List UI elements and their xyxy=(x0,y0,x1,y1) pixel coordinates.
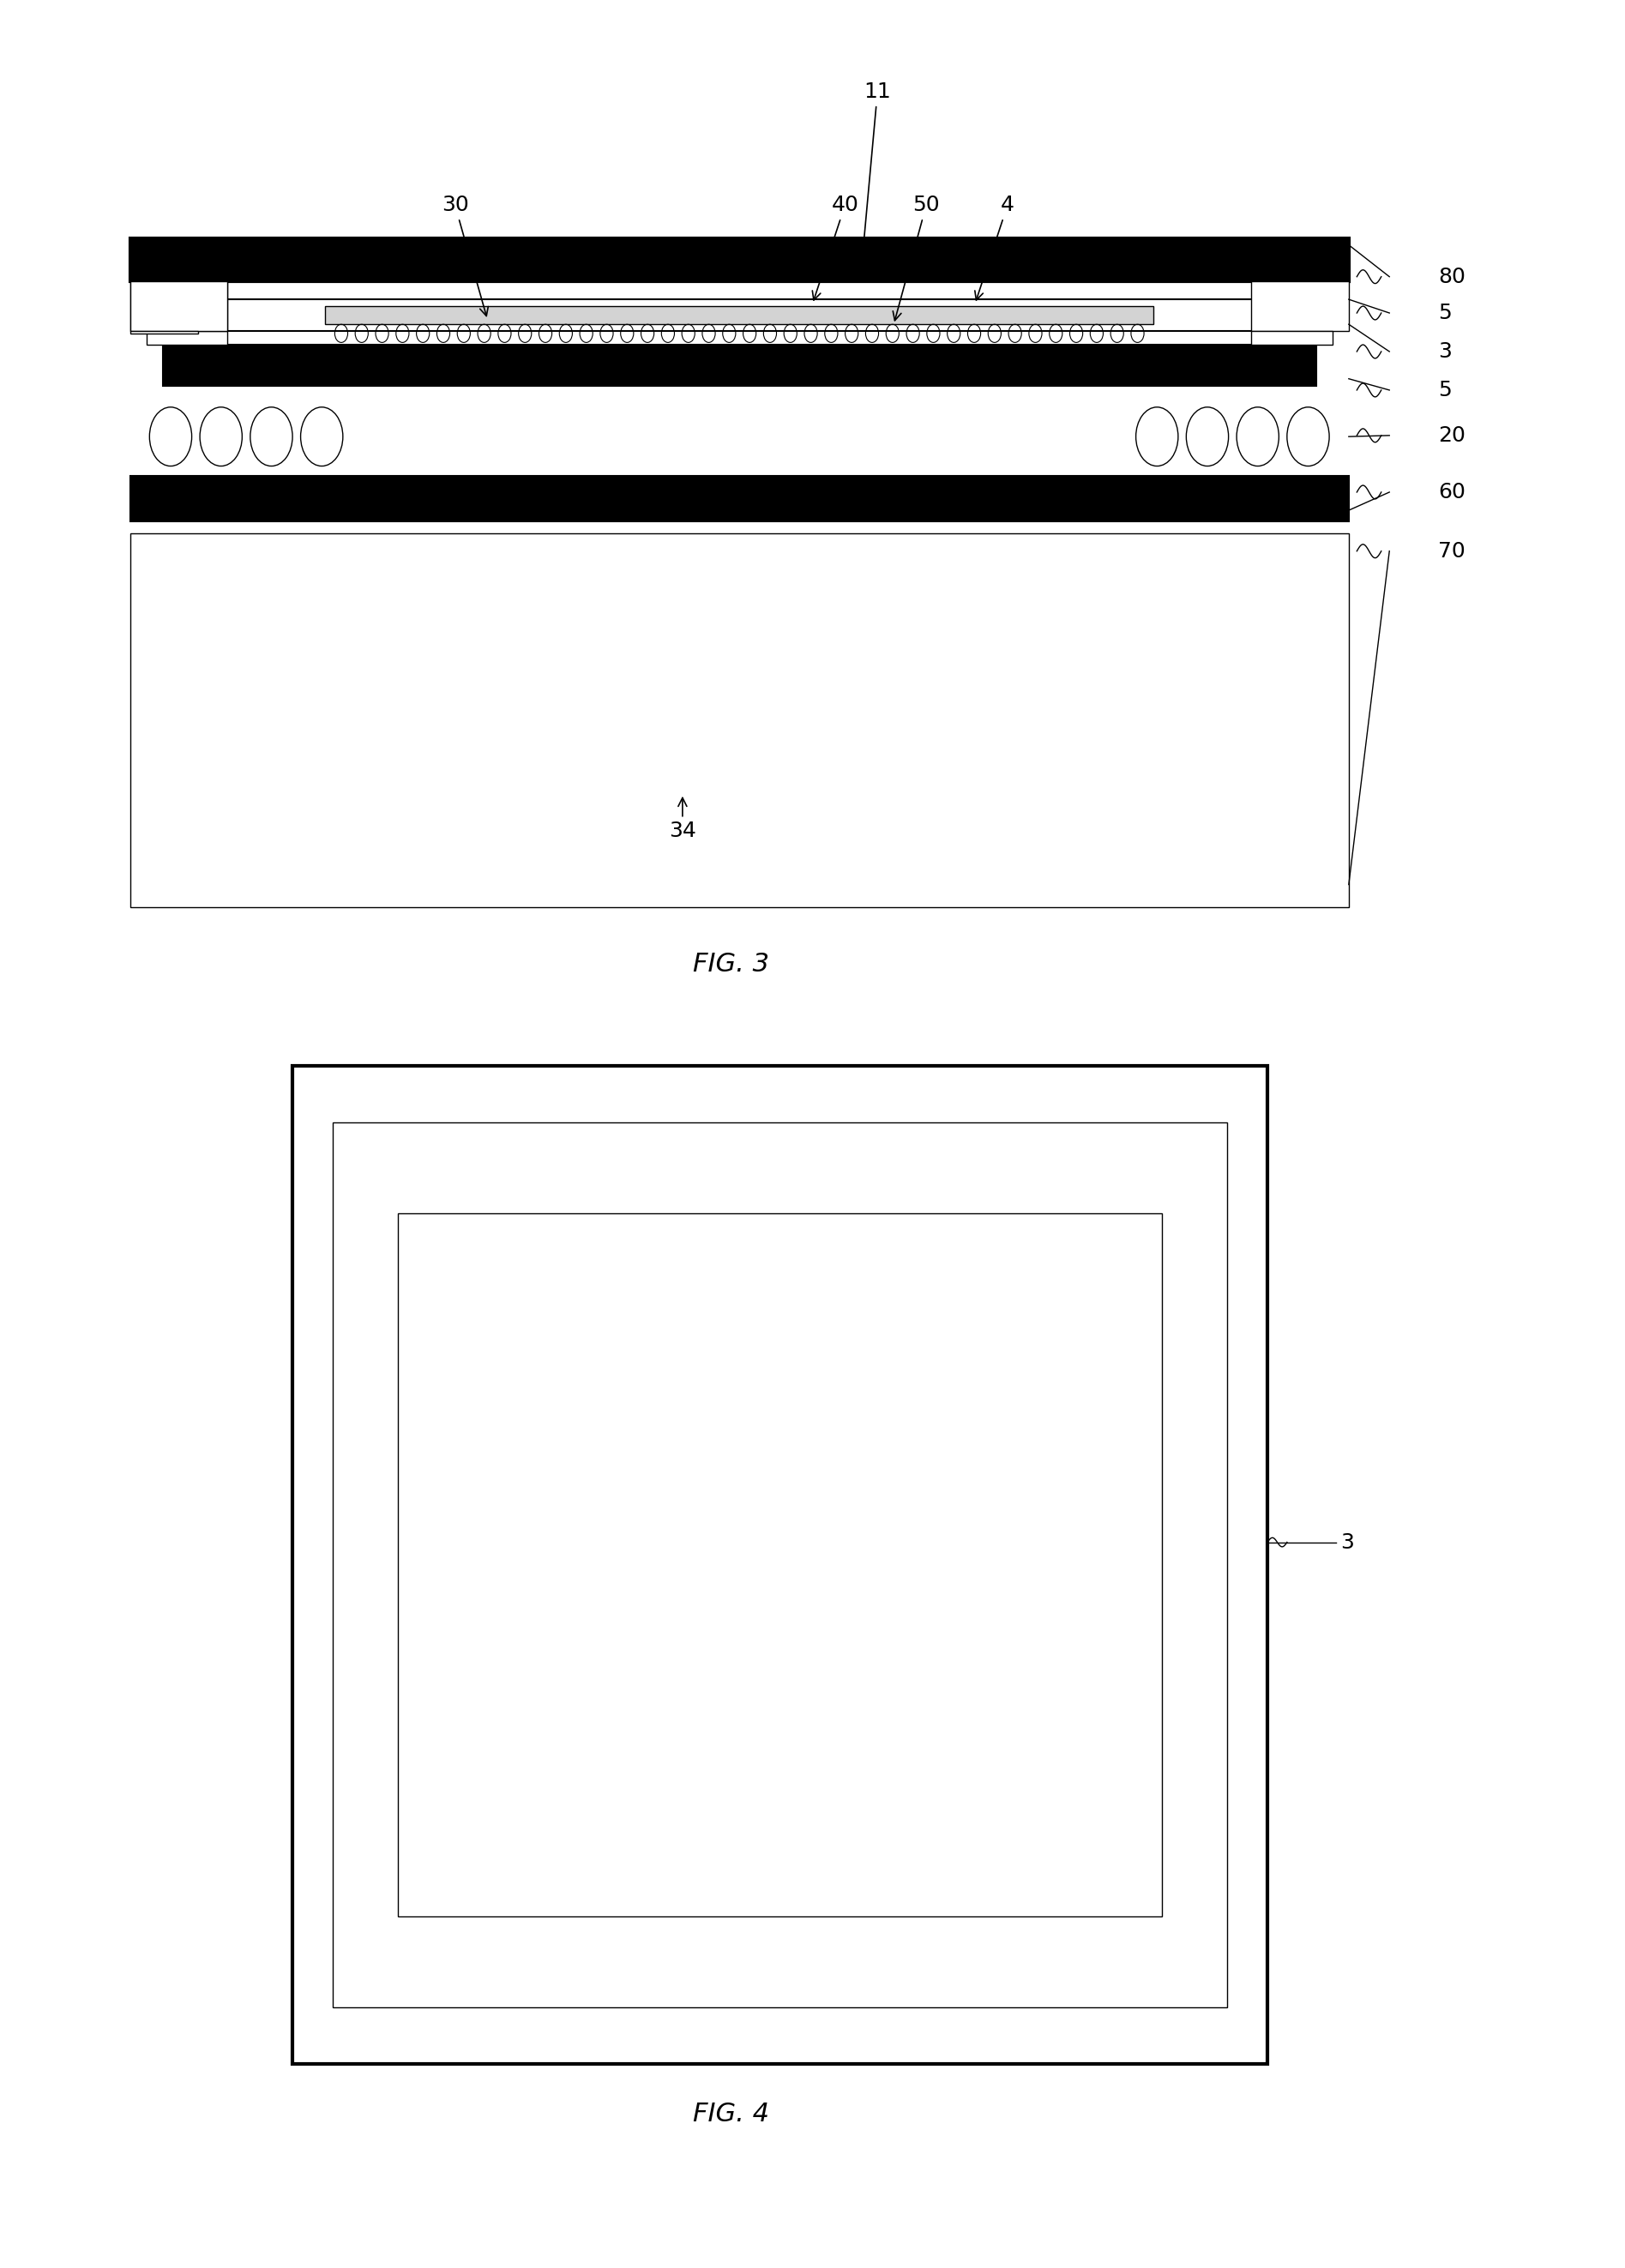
Bar xyxy=(130,281,228,331)
Bar xyxy=(130,238,1349,281)
Text: 4: 4 xyxy=(975,195,1014,299)
Text: 70: 70 xyxy=(1438,540,1466,562)
Bar xyxy=(162,345,1316,386)
Text: 20: 20 xyxy=(1438,424,1466,447)
Bar xyxy=(130,533,1349,907)
Text: 5: 5 xyxy=(1438,379,1451,401)
Text: FIG. 4: FIG. 4 xyxy=(694,2102,769,2125)
Text: 11: 11 xyxy=(858,82,890,265)
Bar xyxy=(292,1066,1268,2064)
Text: 50: 50 xyxy=(892,195,939,320)
Text: 30: 30 xyxy=(442,195,488,315)
Bar xyxy=(398,1213,1162,1916)
Text: 80: 80 xyxy=(1438,265,1466,288)
Bar xyxy=(146,331,228,345)
Text: 40: 40 xyxy=(812,195,858,299)
Text: 34: 34 xyxy=(670,798,696,841)
Text: 60: 60 xyxy=(1438,481,1466,503)
Bar xyxy=(1251,331,1332,345)
Bar xyxy=(162,299,1316,331)
Bar xyxy=(333,1123,1227,2007)
Text: 3: 3 xyxy=(1341,1531,1354,1554)
Bar xyxy=(1251,281,1349,331)
Text: FIG. 3: FIG. 3 xyxy=(694,953,769,975)
Bar xyxy=(130,281,228,331)
Text: 3: 3 xyxy=(1438,340,1451,363)
Bar xyxy=(130,331,198,333)
Text: 5: 5 xyxy=(1438,302,1451,324)
Bar xyxy=(325,306,1154,324)
Bar xyxy=(130,476,1349,522)
